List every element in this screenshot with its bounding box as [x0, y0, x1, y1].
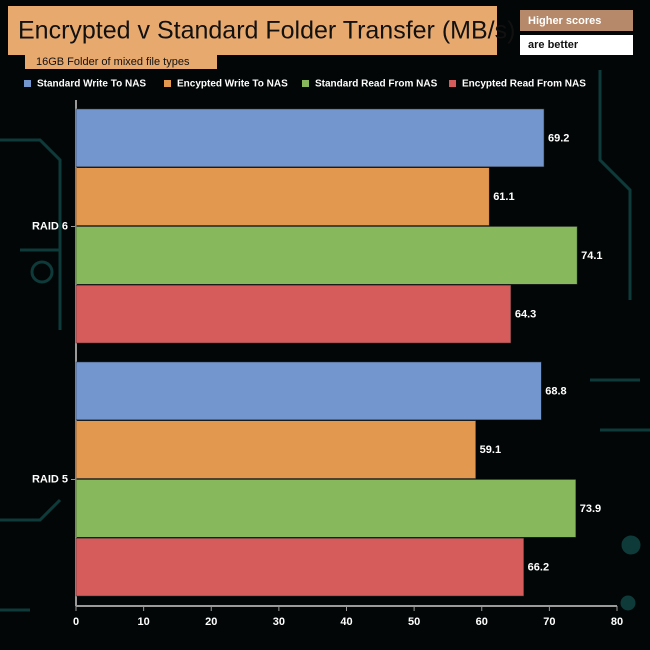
legend-label: Encypted Write To NAS: [177, 79, 288, 90]
note: are better: [528, 39, 579, 51]
subtitle-box: [25, 55, 217, 69]
legend-swatch: [24, 80, 31, 87]
legend-label: Standard Write To NAS: [37, 79, 146, 90]
bar: [75, 538, 524, 597]
x-tick-label: 20: [205, 616, 217, 628]
legend-label: Encypted Read From NAS: [462, 79, 586, 90]
value-label: 73.9: [580, 503, 601, 515]
legend-swatch: [164, 80, 171, 87]
value-label: 69.2: [548, 132, 569, 144]
value-label: 61.1: [493, 191, 514, 203]
value-label: 59.1: [480, 444, 501, 456]
value-label: 66.2: [528, 562, 549, 574]
chart-subtitle: 16GB Folder of mixed file types: [36, 56, 190, 68]
legend-swatch: [302, 80, 309, 87]
value-label: 64.3: [515, 309, 536, 321]
x-tick-label: 50: [408, 616, 420, 628]
bar: [75, 479, 576, 538]
bar: [75, 167, 490, 226]
title-box: [8, 6, 497, 55]
circuit-decoration: [0, 70, 650, 612]
x-tick-label: 0: [73, 616, 79, 628]
x-tick-label: 10: [138, 616, 150, 628]
x-tick-label: 40: [340, 616, 352, 628]
y-tick-label: RAID 5: [32, 473, 68, 485]
note: Higher scores: [528, 15, 601, 27]
bar: [75, 226, 578, 285]
x-tick-label: 60: [476, 616, 488, 628]
y-tick-label: RAID 6: [32, 220, 68, 232]
x-tick-label: 30: [273, 616, 285, 628]
bar: [75, 420, 476, 479]
chart-title: Encrypted v Standard Folder Transfer (MB…: [18, 17, 515, 45]
x-tick-label: 70: [543, 616, 555, 628]
x-tick-label: 80: [611, 616, 623, 628]
bar: [75, 361, 542, 420]
legend-label: Standard Read From NAS: [315, 79, 438, 90]
note-box: [520, 10, 633, 31]
value-label: 68.8: [545, 385, 566, 397]
bar: [75, 285, 512, 344]
legend-swatch: [449, 80, 456, 87]
value-label: 74.1: [581, 250, 602, 262]
bar: [75, 108, 545, 167]
note-box: [520, 35, 633, 55]
